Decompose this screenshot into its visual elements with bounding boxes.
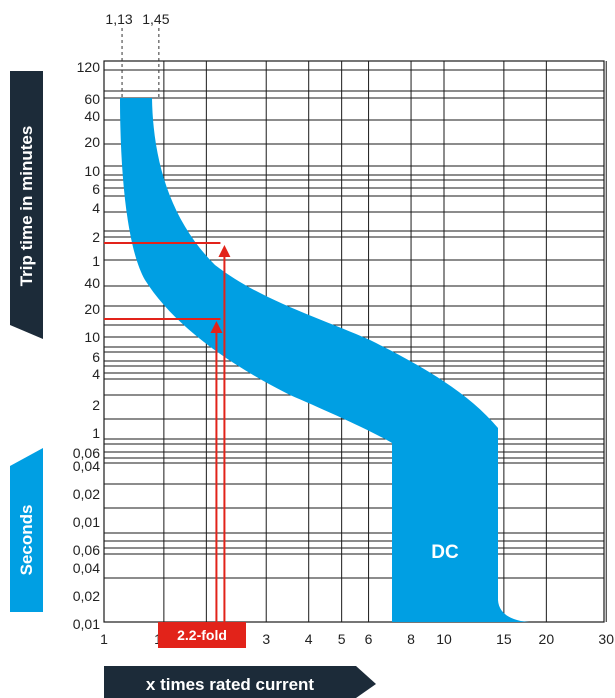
y-tick-label: 40 [84, 108, 100, 124]
y-tick-label: 1 [92, 425, 100, 441]
x-tick-label: 6 [365, 631, 373, 647]
y-tick-label: 6 [92, 181, 100, 197]
annotation-label: 2.2-fold [177, 627, 227, 643]
y-tick-label: 10 [84, 329, 100, 345]
y-tick-label: 0,01 [73, 514, 100, 530]
y-tick-label: 0,02 [73, 486, 100, 502]
y-tick-label: 0,06 [73, 542, 100, 558]
y-tick-label: 6 [92, 349, 100, 365]
x-tick-label: 15 [496, 631, 512, 647]
top-mark-labels: 1,13 1,45 [105, 11, 169, 27]
x-tick-label: 8 [407, 631, 415, 647]
y-tick-label: 0,02 [73, 588, 100, 604]
x-tick-label: 4 [305, 631, 313, 647]
x-tick-label: 1 [100, 631, 108, 647]
top-mark-dashes [121, 28, 160, 98]
dc-band-label: DC [431, 542, 459, 563]
y-tick-label: 2 [92, 397, 100, 413]
x-axis-label-bg [104, 666, 376, 698]
seconds-label-bg [10, 448, 43, 612]
x-tick-label: 30 [598, 631, 614, 647]
y-tick-label: 4 [92, 366, 100, 382]
y-tick-label: 120 [77, 59, 101, 75]
plot-frame [103, 60, 605, 623]
x-tick-label: 3 [262, 631, 270, 647]
annotation-label-bg [158, 622, 246, 648]
y-tick-label: 0,04 [73, 458, 100, 474]
x-tick-label: 20 [539, 631, 555, 647]
x-tick-label: 10 [436, 631, 452, 647]
y-tick-label: 2 [92, 229, 100, 245]
minutes-label-bg [10, 71, 43, 339]
top-mark-label: 1,13 [105, 11, 132, 27]
y-tick-label: 0,04 [73, 560, 100, 576]
y-tick-label: 20 [84, 301, 100, 317]
y-tick-label: 60 [84, 91, 100, 107]
annotation-2-2-fold: 2.2-fold [104, 242, 246, 648]
y-tick-label: 4 [92, 200, 100, 216]
y-tick-label: 20 [84, 134, 100, 150]
annotation-arrowhead-lower [210, 321, 223, 333]
annotation-arrowhead-upper [218, 245, 231, 257]
y-axis-label-seconds: Seconds [17, 505, 36, 576]
top-mark-label: 1,45 [142, 11, 169, 27]
x-tick-label: 5 [338, 631, 346, 647]
y-axis-label-minutes: Trip time in minutes [17, 126, 36, 287]
y-tick-label: 10 [84, 163, 100, 179]
y-tick-label: 40 [84, 275, 100, 291]
x-axis-label: x times rated current [146, 675, 315, 694]
y-tick-labels: 12060402010642140201064210,060,040,020,0… [73, 59, 100, 632]
y-tick-label: 1 [92, 253, 100, 269]
y-tick-label: 0,06 [73, 445, 100, 461]
y-tick-label: 0,01 [73, 616, 100, 632]
dc-trip-band [120, 98, 532, 622]
